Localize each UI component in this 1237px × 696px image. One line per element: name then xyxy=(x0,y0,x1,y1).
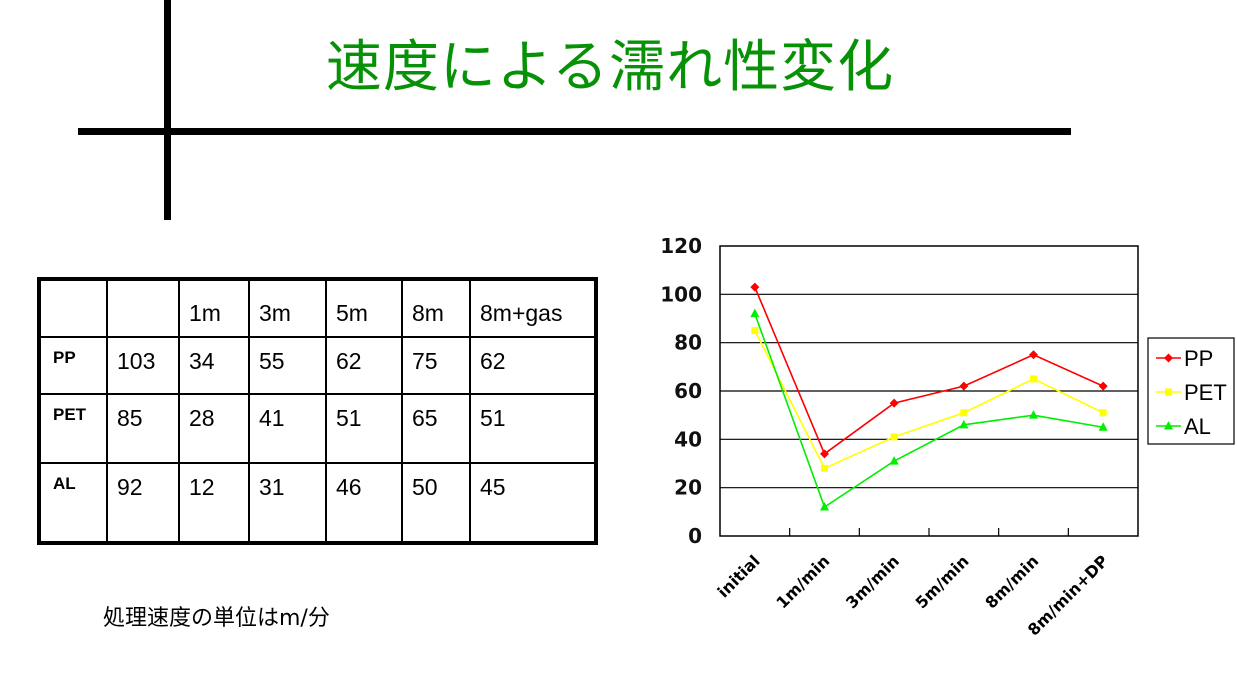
table-header-cell xyxy=(106,278,180,338)
unit-note: 処理速度の単位はm/分 xyxy=(103,606,330,631)
legend-item-al: AL xyxy=(1156,414,1211,439)
diamond-marker-icon xyxy=(959,381,969,391)
table-cell: 85 xyxy=(106,393,180,464)
triangle-marker-icon xyxy=(959,419,969,429)
table-cell: 55 xyxy=(248,336,327,395)
square-marker-icon xyxy=(1030,375,1037,383)
row-label: AL xyxy=(38,462,108,544)
table-cell: 51 xyxy=(469,393,597,464)
triangle-marker-icon xyxy=(1098,422,1108,431)
x-tick-label: 3m/min xyxy=(842,551,903,612)
table-cell: 34 xyxy=(178,336,250,395)
table-header-row: 1m 3m 5m 8m 8m+gas xyxy=(38,278,597,338)
table-cell: 46 xyxy=(325,462,403,544)
series-line xyxy=(754,286,1104,456)
table-cell: 31 xyxy=(248,462,327,544)
y-tick-label: 60 xyxy=(674,379,702,403)
y-tick-label: 120 xyxy=(660,234,702,258)
table-cell: 62 xyxy=(469,336,597,395)
table-row: PP 103 34 55 62 75 62 xyxy=(38,336,597,395)
table-header-cell: 3m xyxy=(248,278,327,338)
table-cell: 92 xyxy=(106,462,180,544)
square-marker-icon xyxy=(960,409,968,417)
table-cell: 41 xyxy=(248,393,327,464)
y-tick-label: 0 xyxy=(688,524,702,548)
triangle-marker-icon xyxy=(1029,410,1038,419)
table-cell: 50 xyxy=(401,462,471,544)
legend-item-pp: PP xyxy=(1156,346,1213,371)
x-tick-label: initial xyxy=(714,551,764,601)
y-tick-label: 20 xyxy=(674,476,702,500)
wettability-table: 1m 3m 5m 8m 8m+gas PP 103 34 55 62 75 62… xyxy=(37,277,598,545)
table-cell: 28 xyxy=(178,393,250,464)
triangle-marker-icon xyxy=(1164,421,1173,430)
table-cell: 103 xyxy=(106,336,180,395)
x-tick-label: 1m/min xyxy=(772,551,833,612)
chart-gridlines xyxy=(720,293,1138,489)
diamond-marker-icon xyxy=(1029,350,1038,360)
diamond-marker-icon xyxy=(1164,353,1173,363)
legend-label: AL xyxy=(1184,414,1211,439)
slide-title: 速度による濡れ性変化 xyxy=(325,35,895,100)
y-axis-ticks: 0 20 40 60 80 100 120 xyxy=(660,234,702,548)
table-header-cell: 8m+gas xyxy=(469,278,597,338)
legend-item-pet: PET xyxy=(1156,380,1227,405)
legend-label: PET xyxy=(1184,380,1227,405)
table-cell: 45 xyxy=(469,462,597,544)
table-cell: 62 xyxy=(325,336,403,395)
diamond-marker-icon xyxy=(820,449,829,459)
x-tick-label: 8m/min xyxy=(981,551,1042,612)
table-header-cell xyxy=(38,278,108,338)
table-cell: 12 xyxy=(178,462,250,544)
table-row: AL 92 12 31 46 50 45 xyxy=(38,462,597,544)
y-tick-label: 80 xyxy=(674,331,702,355)
triangle-marker-icon xyxy=(820,502,829,511)
square-marker-icon xyxy=(1099,409,1107,417)
diamond-marker-icon xyxy=(889,398,899,408)
decorative-horizontal-rule xyxy=(78,128,1071,135)
decorative-vertical-rule xyxy=(164,0,171,220)
square-marker-icon xyxy=(890,433,898,441)
table-header-cell: 1m xyxy=(178,278,250,338)
table-cell: 51 xyxy=(325,393,403,464)
y-tick-label: 40 xyxy=(674,427,702,451)
table-cell: 65 xyxy=(401,393,471,464)
chart-series xyxy=(750,282,1108,511)
table-row: PET 85 28 41 51 65 51 xyxy=(38,393,597,464)
triangle-marker-icon xyxy=(750,308,760,318)
diamond-marker-icon xyxy=(750,282,760,292)
table-cell: 75 xyxy=(401,336,471,395)
row-label: PET xyxy=(38,393,108,464)
square-marker-icon xyxy=(1165,388,1172,396)
diamond-marker-icon xyxy=(1098,381,1108,391)
series-pp xyxy=(750,282,1108,459)
table-header-cell: 8m xyxy=(401,278,471,338)
row-label: PP xyxy=(38,336,108,395)
triangle-marker-icon xyxy=(889,456,899,465)
series-line xyxy=(754,313,1104,509)
series-line xyxy=(754,330,1104,470)
square-marker-icon xyxy=(821,464,828,472)
square-marker-icon xyxy=(751,327,759,335)
series-pet xyxy=(751,327,1107,472)
table-header-cell: 5m xyxy=(325,278,403,338)
x-tick-label: 5m/min xyxy=(912,551,973,612)
series-al xyxy=(750,308,1108,511)
chart-legend: PP PET AL xyxy=(1147,337,1235,445)
y-tick-label: 100 xyxy=(660,282,702,306)
legend-label: PP xyxy=(1184,346,1213,371)
